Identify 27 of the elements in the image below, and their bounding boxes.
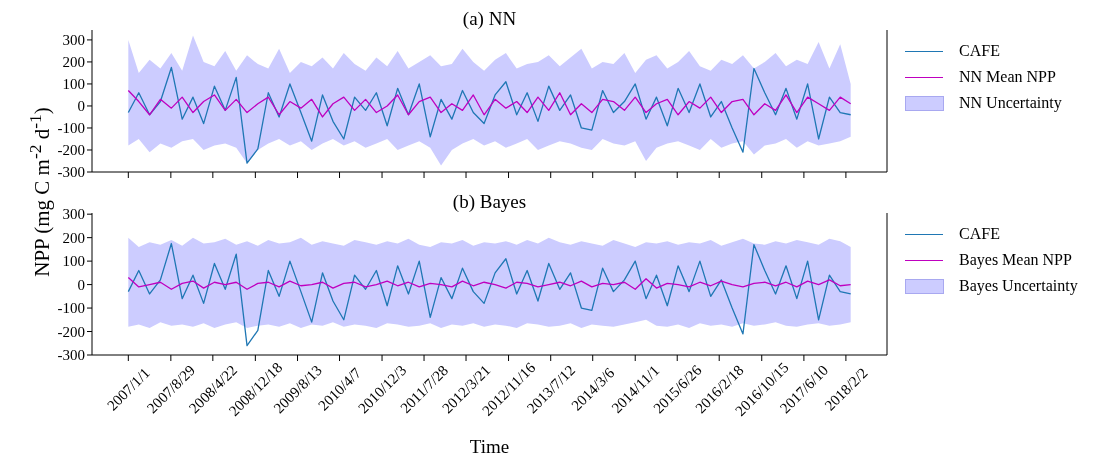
- text: Bayes Uncertainty: [959, 277, 1078, 295]
- y-tick-label: 200: [62, 229, 85, 246]
- legend-label: Bayes Mean NPP: [959, 251, 1072, 269]
- line-series: [127, 276, 852, 290]
- text: NN Uncertainty: [959, 94, 1062, 112]
- line-series: [127, 66, 852, 164]
- y-tick-label: 300: [62, 206, 85, 223]
- y-tick-label: -300: [57, 164, 85, 181]
- y-tick-label: 0: [77, 276, 85, 293]
- y-tick-label: 200: [62, 54, 85, 71]
- y-tick-label: 300: [62, 32, 85, 49]
- legend-label: CAFE: [959, 225, 1000, 243]
- y-tick-label: -100: [57, 120, 85, 137]
- chart-title: (a) NN: [461, 8, 518, 30]
- legend-label: NN Mean NPP: [959, 68, 1056, 86]
- y-tick-label: -200: [57, 323, 85, 340]
- y-tick-label: 100: [62, 76, 85, 93]
- chart-title: (b) Bayes: [451, 191, 528, 213]
- line-series: [127, 89, 852, 118]
- line-series: [127, 242, 852, 347]
- y-tick-label: -200: [57, 142, 85, 159]
- y-tick-label: 100: [62, 253, 85, 270]
- y-tick-label: -100: [57, 300, 85, 317]
- legend-label: CAFE: [959, 42, 1000, 60]
- y-tick-label: -300: [57, 347, 85, 364]
- y-tick-label: 0: [77, 98, 85, 115]
- x-axis-title: Time: [468, 436, 511, 458]
